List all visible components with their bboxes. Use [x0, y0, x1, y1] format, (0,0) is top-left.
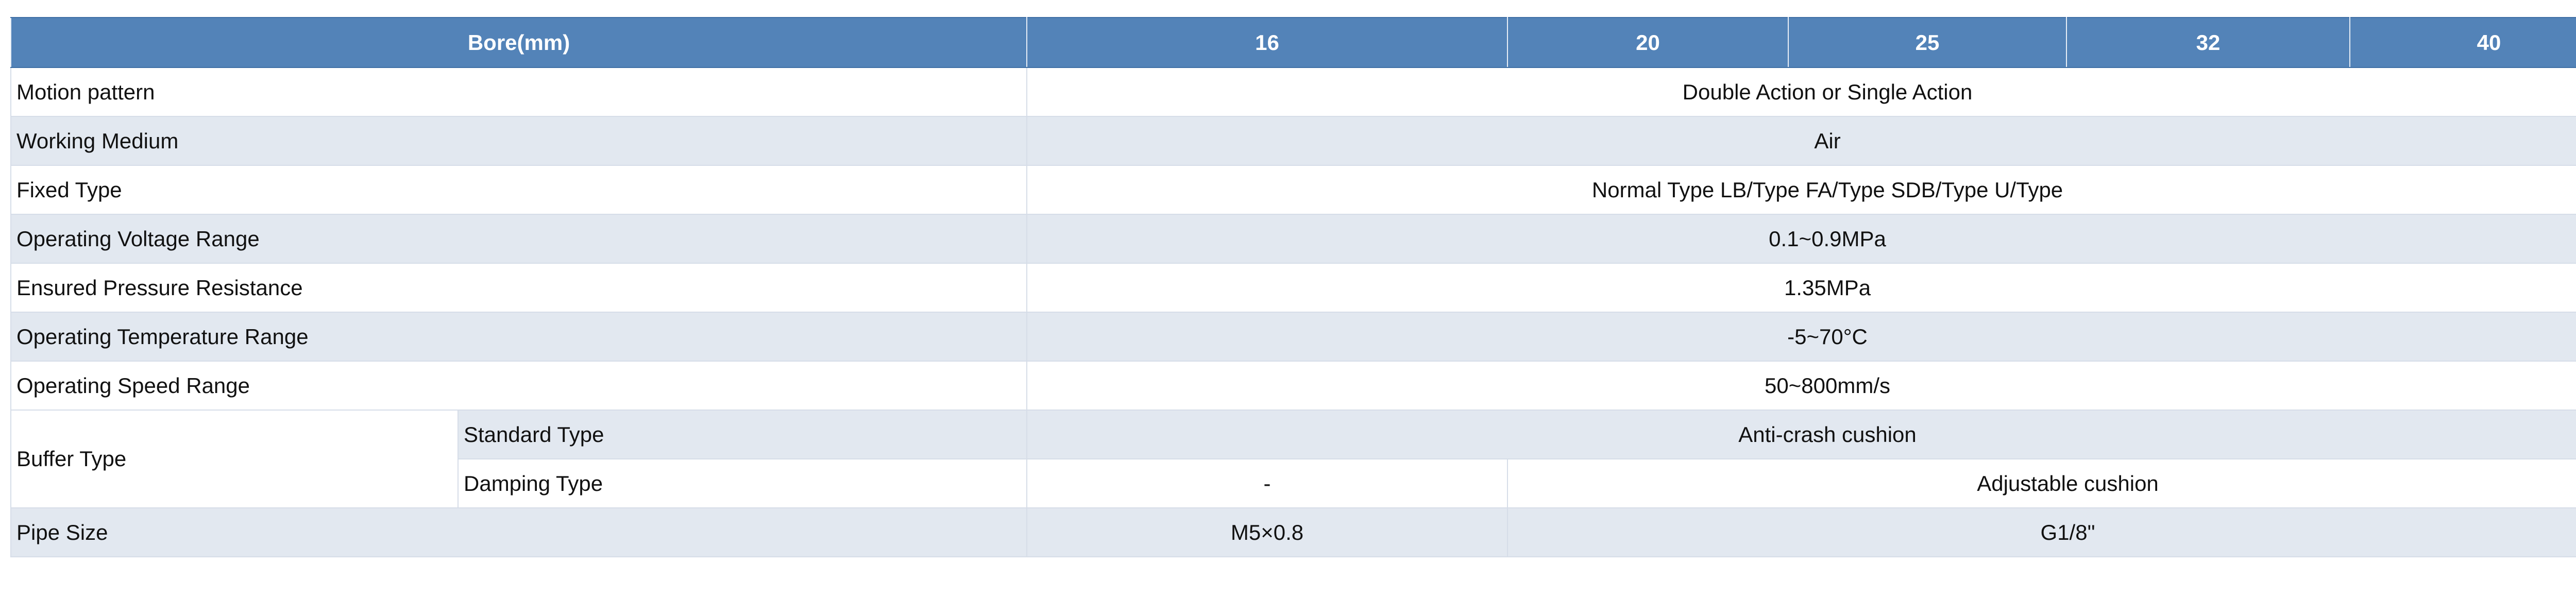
table-row: Fixed Type Normal Type LB/Type FA/Type S… [10, 165, 2576, 215]
table-row: Operating Voltage Range 0.1~0.9MPa [10, 214, 2576, 264]
row-value: 50~800mm/s [1026, 361, 2576, 411]
row-label: Fixed Type [10, 165, 1028, 215]
row-label: Operating Voltage Range [10, 214, 1028, 264]
bore-32: 32 [2066, 17, 2351, 68]
bore-25: 25 [1788, 17, 2067, 68]
row-value: Normal Type LB/Type FA/Type SDB/Type U/T… [1026, 165, 2576, 215]
damping-value-rest: Adjustable cushion [1507, 458, 2576, 508]
row-label: Motion pattern [10, 67, 1028, 117]
bore-40: 40 [2349, 17, 2576, 68]
damping-type-label: Damping Type [457, 458, 1028, 508]
row-label: Working Medium [10, 116, 1028, 166]
pipe-size-16: M5×0.8 [1026, 507, 1509, 557]
row-value: 0.1~0.9MPa [1026, 214, 2576, 264]
pipe-size-rest: G1/8" [1507, 507, 2576, 557]
header-row: Bore(mm) 16 20 25 32 40 [10, 17, 2576, 68]
row-label: Operating Temperature Range [10, 312, 1028, 362]
standard-type-value: Anti-crash cushion [1026, 410, 2576, 459]
damping-value-16: - [1026, 458, 1509, 508]
row-label: Operating Speed Range [10, 361, 1028, 411]
row-value: Double Action or Single Action [1026, 67, 2576, 117]
spec-table: Bore(mm) 16 20 25 32 40 Motion pattern D… [10, 17, 2576, 557]
table-row: Motion pattern Double Action or Single A… [10, 67, 2576, 117]
standard-type-label: Standard Type [457, 410, 1028, 459]
table-row: Operating Speed Range 50~800mm/s [10, 361, 2576, 411]
table-row: Operating Temperature Range -5~70°C [10, 312, 2576, 362]
table-row-buffer-damping: Damping Type - Adjustable cushion [11, 458, 2576, 508]
row-value: 1.35MPa [1026, 263, 2576, 313]
buffer-type-label: Buffer Type [10, 410, 459, 508]
table-row-pipe: Pipe Size M5×0.8 G1/8" [10, 507, 2576, 557]
bore-16: 16 [1026, 17, 1509, 68]
row-value: -5~70°C [1026, 312, 2576, 362]
table-row: Ensured Pressure Resistance 1.35MPa [10, 263, 2576, 313]
row-value: Air [1026, 116, 2576, 166]
table-row: Working Medium Air [10, 116, 2576, 166]
pipe-size-label: Pipe Size [10, 507, 1028, 557]
table-row-buffer-standard: Buffer Type Standard Type Anti-crash cus… [10, 410, 2576, 508]
bore-header: Bore(mm) [10, 17, 1028, 68]
bore-20: 20 [1507, 17, 1789, 68]
row-label: Ensured Pressure Resistance [10, 263, 1028, 313]
